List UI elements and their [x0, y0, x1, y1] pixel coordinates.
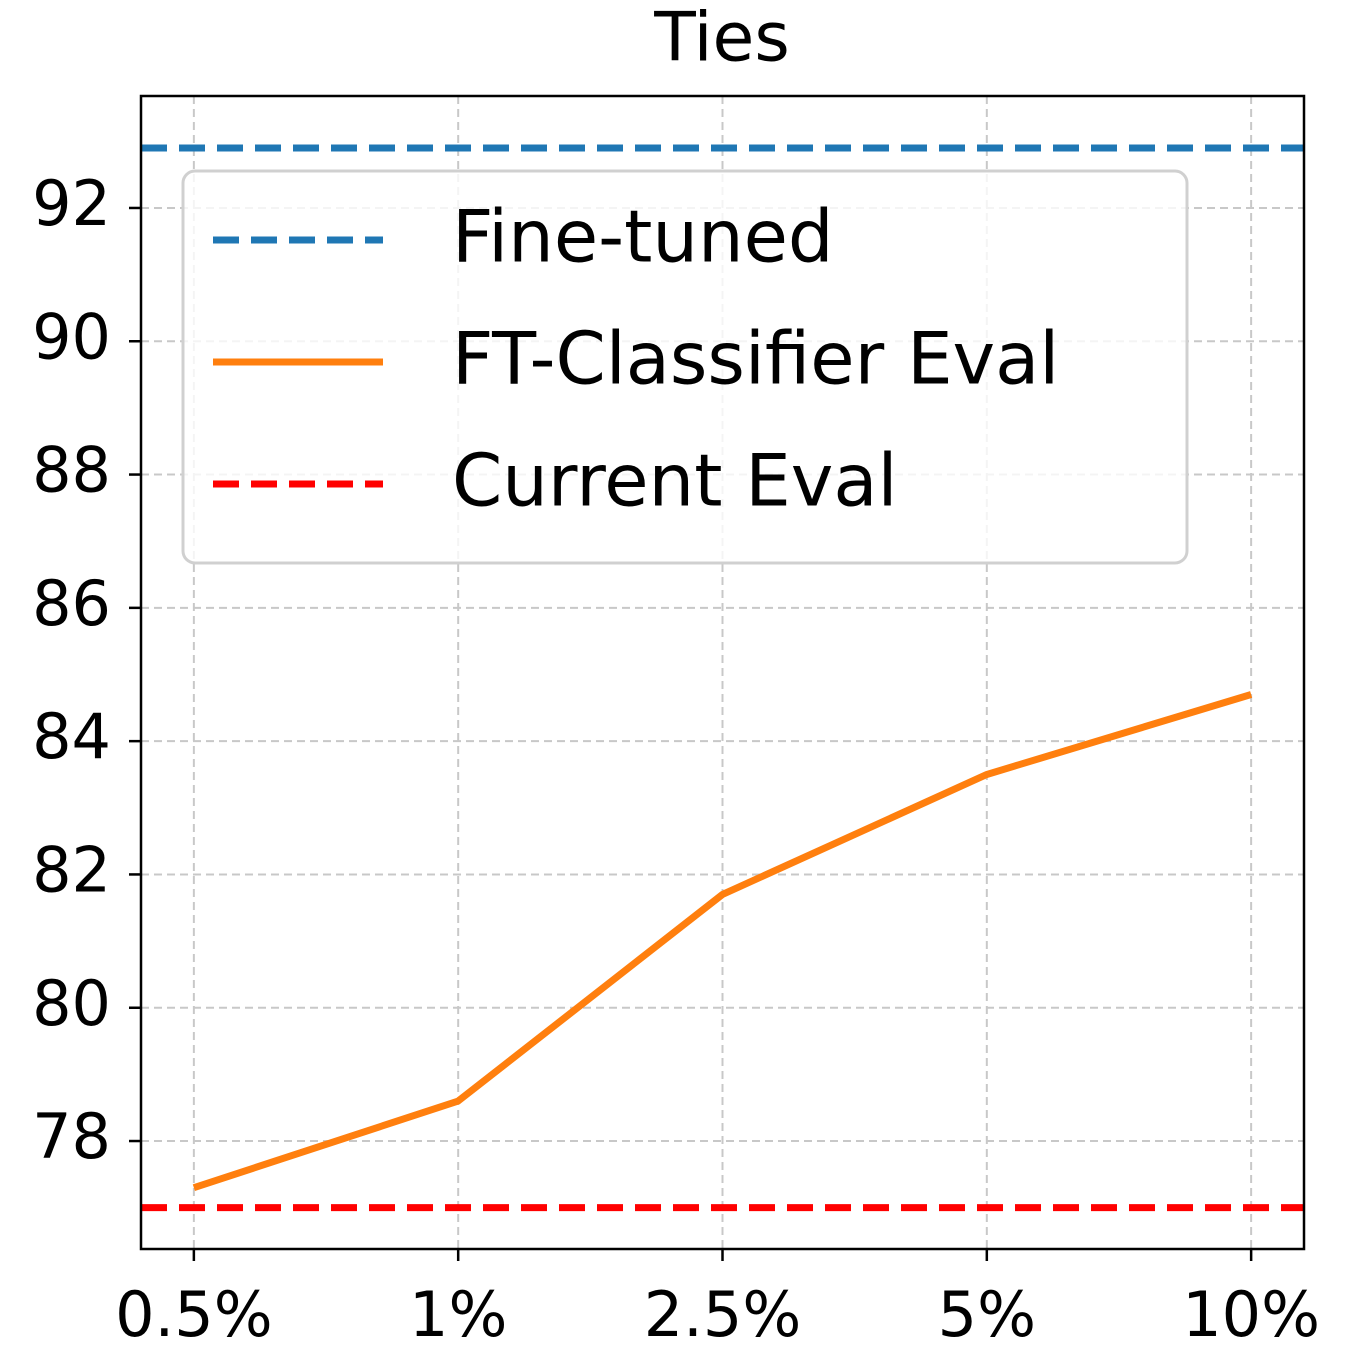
y-tick-label: 82 [32, 834, 111, 907]
legend-box [181, 169, 1189, 565]
plot-frame [139, 94, 1306, 1251]
y-tick-label: 84 [32, 700, 111, 773]
legend-label: Fine-tuned [452, 195, 834, 279]
y-tick-label: 86 [32, 567, 111, 640]
x-tick-label: 1% [409, 1278, 507, 1351]
y-tick-label: 80 [32, 967, 111, 1040]
x-tick-label: 10% [1182, 1278, 1320, 1351]
x-tick-label: 2.5% [644, 1278, 802, 1351]
x-tick-label: 5% [938, 1278, 1036, 1351]
y-tick-label: 88 [32, 434, 111, 507]
legend-label: FT-Classifier Eval [452, 317, 1059, 401]
legend-label: Current Eval [452, 439, 898, 523]
y-tick-label: 90 [32, 300, 111, 373]
y-tick-label: 78 [32, 1100, 111, 1173]
legend: Fine-tuned FT-Classifier Eval Current Eval [181, 169, 1189, 565]
y-tick-label: 92 [32, 167, 111, 240]
x-tick-label: 0.5% [115, 1278, 273, 1351]
chart-title: Ties [653, 0, 790, 78]
data-line [192, 691, 1253, 1192]
